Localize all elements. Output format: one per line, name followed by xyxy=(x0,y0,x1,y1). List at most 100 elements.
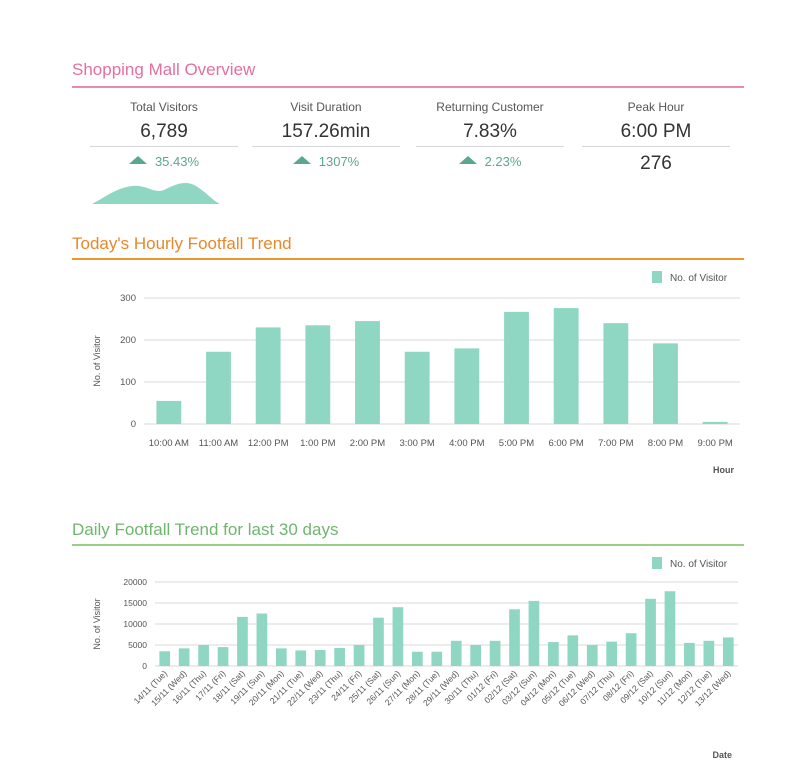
y-tick-label: 300 xyxy=(120,293,136,304)
bar xyxy=(355,321,380,424)
kpi-divider xyxy=(416,146,564,147)
x-tick-label: 1:00 PM xyxy=(300,438,335,449)
bar xyxy=(198,645,209,666)
bar xyxy=(404,351,430,424)
bar xyxy=(684,642,695,666)
y-tick-label: 20000 xyxy=(123,577,147,587)
bar xyxy=(305,325,331,424)
y-axis-label: No. of Visitor xyxy=(92,335,102,386)
bar xyxy=(702,421,728,424)
legend-label: No. of Visitor xyxy=(670,273,728,284)
y-tick-label: 15000 xyxy=(123,598,147,608)
x-tick-label: 3:00 PM xyxy=(399,438,434,449)
x-tick-label: 2:00 PM xyxy=(350,438,385,449)
visitors-sparkline xyxy=(92,183,220,204)
bar xyxy=(431,651,443,666)
kpi-delta-value: 35.43% xyxy=(154,154,200,169)
x-tick-label: 6:00 PM xyxy=(548,438,583,449)
bar xyxy=(217,647,229,666)
hourly-footfall-chart: 0 100 200 300 No. of Visitor 10:00 AM 11:00 AM… xyxy=(92,271,740,475)
legend-swatch xyxy=(652,271,662,283)
legend-swatch xyxy=(652,557,662,569)
x-tick-label: 10:00 AM xyxy=(149,438,189,449)
kpi-returning-customer: Returning Customer 7.83% 2.23% xyxy=(416,100,564,171)
bar xyxy=(392,607,404,666)
y-tick-label: 0 xyxy=(131,419,136,430)
bar xyxy=(275,648,287,666)
hourly-rule xyxy=(72,258,744,260)
kpi-delta: 2.23% xyxy=(416,153,564,171)
bar xyxy=(373,617,384,666)
bar xyxy=(567,635,579,666)
bar xyxy=(454,348,480,424)
bar xyxy=(470,645,481,666)
y-tick-label: 200 xyxy=(120,335,136,346)
bar xyxy=(703,640,715,666)
kpi-value: 6:00 PM xyxy=(620,121,692,142)
kpi-delta-value: 2.23% xyxy=(484,154,522,169)
x-tick-label: 7:00 PM xyxy=(598,438,633,449)
daily-chart-title: Daily Footfall Trend for last 30 days xyxy=(72,520,339,539)
bar xyxy=(586,645,598,666)
y-tick-label: 5000 xyxy=(128,640,147,650)
x-axis-label: Date xyxy=(712,750,732,760)
up-arrow-icon xyxy=(458,156,477,164)
bar xyxy=(206,351,231,424)
kpi-delta: 1307% xyxy=(252,153,400,171)
bar xyxy=(237,616,248,666)
kpi-sub-value: 276 xyxy=(640,153,672,174)
kpi-peak-hour: Peak Hour 6:00 PM 276 xyxy=(582,100,730,175)
bar xyxy=(450,640,462,666)
y-tick-label: 10000 xyxy=(123,619,147,629)
kpi-visit-duration: Visit Duration 157.26min 1307% xyxy=(252,100,400,171)
kpi-value: 6,789 xyxy=(140,121,188,142)
bar xyxy=(504,311,529,424)
sparkline-area xyxy=(92,183,220,204)
kpi-label: Returning Customer xyxy=(436,100,544,114)
bar xyxy=(159,651,171,666)
kpi-delta: 35.43% xyxy=(90,153,238,171)
kpi-delta-value: 1307% xyxy=(318,154,360,169)
kpi-label: Visit Duration xyxy=(290,100,362,114)
kpi-divider xyxy=(90,146,238,147)
kpi-label: Total Visitors xyxy=(130,100,198,114)
kpi-divider xyxy=(582,146,730,147)
bar xyxy=(412,651,423,666)
up-arrow-icon xyxy=(292,156,311,164)
x-tick-label: 8:00 PM xyxy=(648,438,683,449)
x-axis-label: Hour xyxy=(713,465,734,475)
bar xyxy=(553,308,579,424)
legend-label: No. of Visitor xyxy=(670,559,728,570)
bar xyxy=(603,323,629,424)
x-tick-label: 12:00 PM xyxy=(248,438,289,449)
daily-rule xyxy=(72,544,744,546)
x-tick-label: 5:00 PM xyxy=(499,438,534,449)
bar xyxy=(295,650,307,666)
bar xyxy=(722,637,734,666)
kpi-label: Peak Hour xyxy=(627,100,685,114)
up-arrow-icon xyxy=(128,156,147,164)
y-axis-label: No. of Visitor xyxy=(92,598,102,649)
bar xyxy=(489,640,501,666)
y-tick-label: 100 xyxy=(120,377,136,388)
overview-rule xyxy=(72,86,744,88)
bar xyxy=(255,327,281,424)
bar xyxy=(625,633,637,666)
y-tick-label: 0 xyxy=(142,661,147,671)
bar xyxy=(528,600,540,666)
bar xyxy=(664,591,676,666)
bar xyxy=(334,647,345,666)
bar xyxy=(156,400,182,424)
bar xyxy=(178,648,190,666)
overview-title: Shopping Mall Overview xyxy=(72,60,256,79)
hourly-chart-title: Today's Hourly Footfall Trend xyxy=(72,234,292,253)
x-tick-label: 11:00 AM xyxy=(199,438,239,449)
bar xyxy=(256,613,268,666)
bar xyxy=(653,343,678,424)
kpi-divider xyxy=(252,146,400,147)
x-tick-label: 9:00 PM xyxy=(697,438,732,449)
kpi-total-visitors: Total Visitors 6,789 35.43% xyxy=(90,100,238,171)
kpi-value: 157.26min xyxy=(281,121,371,142)
bar xyxy=(645,598,656,666)
